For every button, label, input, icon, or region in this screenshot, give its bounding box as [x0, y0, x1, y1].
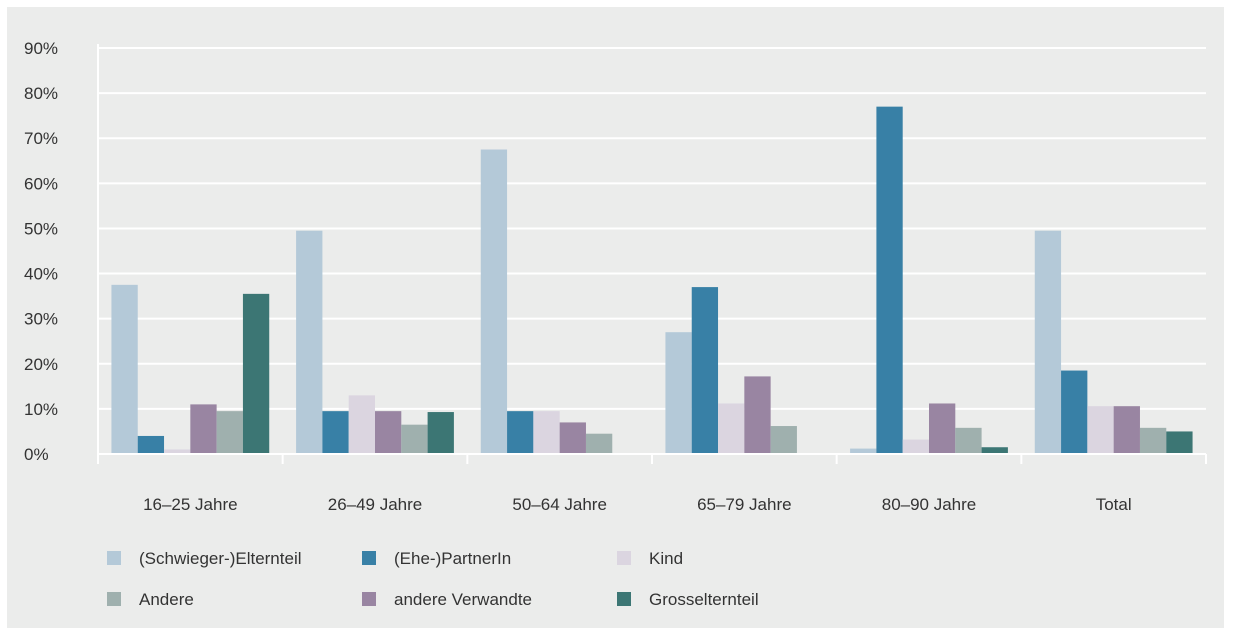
- y-tick-label: 60%: [24, 174, 58, 193]
- legend-swatch: [617, 551, 631, 565]
- x-category-label: Total: [1096, 495, 1132, 514]
- bar: [137, 435, 165, 454]
- bar: [322, 411, 349, 454]
- bar: [665, 332, 692, 454]
- bar: [929, 403, 956, 454]
- gridlines: [98, 47, 1206, 410]
- y-tick-label: 90%: [24, 39, 58, 58]
- legend-label: (Schwieger-)Elternteil: [139, 549, 302, 568]
- y-tick-label: 50%: [24, 219, 58, 238]
- x-category-label: 26–49 Jahre: [328, 495, 423, 514]
- y-tick-label: 10%: [24, 400, 58, 419]
- bar: [902, 439, 929, 454]
- bar: [1061, 370, 1088, 454]
- bar: [296, 230, 323, 454]
- legend-swatch: [362, 592, 376, 606]
- bar: [1166, 431, 1193, 454]
- bar: [585, 433, 613, 454]
- y-axis: 0% 10% 20% 30% 40% 50% 60% 70% 80% 90%: [24, 39, 99, 464]
- legend-label: Andere: [139, 590, 194, 609]
- bar: [375, 411, 402, 454]
- x-category-label: 16–25 Jahre: [143, 495, 238, 514]
- y-tick-label: 0%: [24, 445, 49, 464]
- bar: [348, 395, 375, 454]
- x-category-label: 50–64 Jahre: [512, 495, 607, 514]
- bar: [559, 422, 586, 454]
- y-tick-label: 70%: [24, 129, 58, 148]
- legend-label: Kind: [649, 549, 683, 568]
- bar: [533, 411, 560, 454]
- legend-swatch: [107, 592, 121, 606]
- bar: [718, 403, 745, 454]
- bar: [770, 426, 797, 454]
- bar: [401, 424, 428, 454]
- bar: [1034, 230, 1062, 454]
- chart-panel: [7, 7, 1224, 628]
- bar: [876, 106, 903, 455]
- bar: [850, 448, 877, 454]
- bar: [1113, 406, 1140, 454]
- y-tick-label: 30%: [24, 310, 58, 329]
- bars: [111, 106, 1193, 455]
- y-tick-label: 20%: [24, 355, 58, 374]
- bar: [216, 411, 243, 454]
- bar: [507, 411, 534, 454]
- legend: (Schwieger-)Elternteil (Ehe-)PartnerIn Kin…: [107, 549, 759, 609]
- bar: [480, 149, 508, 454]
- bar: [955, 427, 982, 454]
- legend-swatch: [362, 551, 376, 565]
- bar: [190, 404, 217, 454]
- legend-label: (Ehe-)PartnerIn: [394, 549, 511, 568]
- bar: [1139, 427, 1167, 454]
- bar: [164, 449, 191, 454]
- bar: [111, 284, 138, 454]
- legend-swatch: [617, 592, 631, 606]
- bar: [1087, 406, 1114, 454]
- x-category-label: 80–90 Jahre: [882, 495, 977, 514]
- y-tick-label: 40%: [24, 265, 58, 284]
- legend-label: andere Verwandte: [394, 590, 532, 609]
- bar: [691, 287, 719, 454]
- legend-swatch: [107, 551, 121, 565]
- bar: [744, 376, 771, 454]
- x-axis: 16–25 Jahre 26–49 Jahre 50–64 Jahre 65–79 J…: [97, 453, 1207, 514]
- legend-label: Grosselternteil: [649, 590, 759, 609]
- x-category-label: 65–79 Jahre: [697, 495, 792, 514]
- bar: [427, 412, 454, 454]
- bar: [981, 447, 1008, 454]
- bar: [242, 293, 270, 454]
- y-tick-label: 80%: [24, 84, 58, 103]
